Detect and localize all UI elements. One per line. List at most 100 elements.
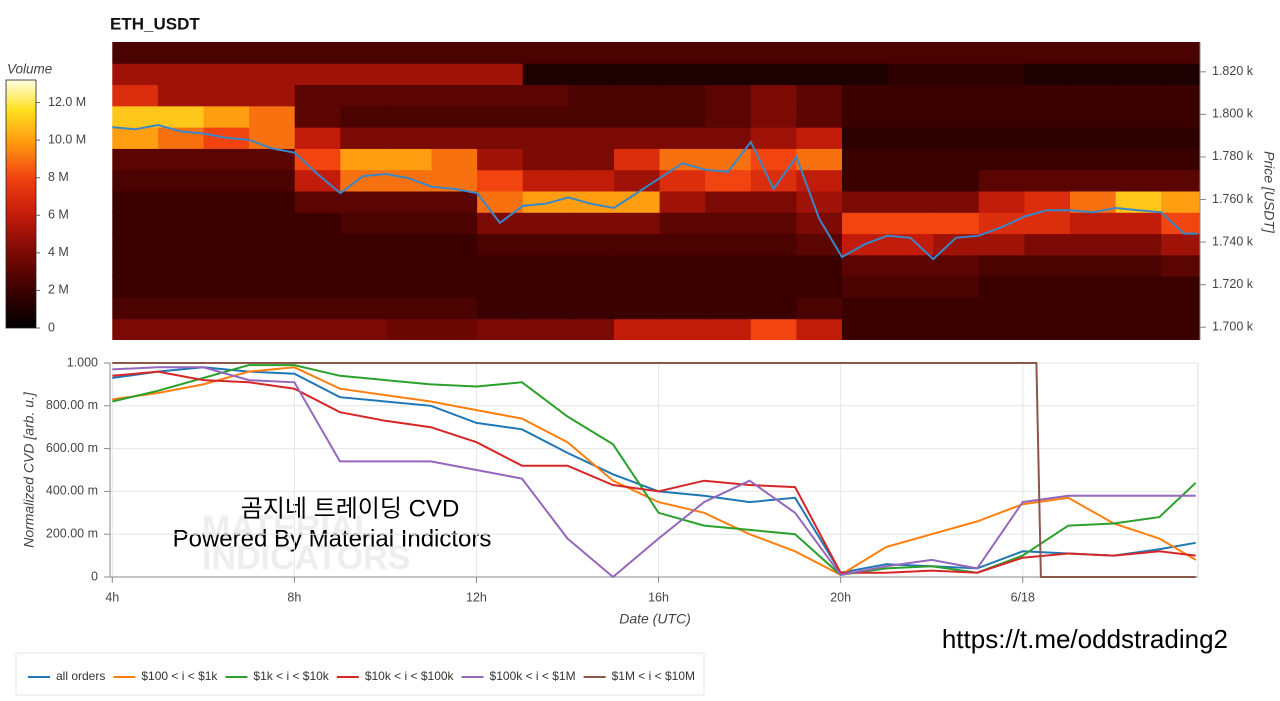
heatmap-cell: [157, 63, 204, 86]
heatmap-cell: [477, 254, 524, 277]
heatmap-cell: [477, 127, 524, 149]
heatmap-cell: [1161, 148, 1200, 171]
heatmap-cell: [477, 42, 524, 64]
heatmap-cell: [613, 148, 661, 171]
heatmap-cell: [978, 127, 1025, 149]
heatmap-cell: [796, 84, 843, 107]
cvd-line: [112, 364, 1197, 576]
watermark: MATERIAL: [202, 509, 375, 547]
heatmap-cell: [568, 84, 615, 107]
heatmap-cell: [522, 84, 569, 107]
heatmap-cell: [1115, 63, 1162, 86]
heatmap-cell: [1161, 254, 1200, 277]
heatmap-cell: [431, 63, 478, 86]
heatmap-cell: [705, 297, 752, 320]
heatmap-cell: [1070, 276, 1117, 298]
heatmap-cell: [568, 191, 615, 213]
heatmap: [112, 42, 1200, 340]
heatmap-cell: [933, 276, 980, 298]
heatmap-cell: [294, 105, 341, 128]
heatmap-cell: [1070, 42, 1117, 64]
heatmap-cell: [841, 212, 889, 235]
heatmap-cell: [294, 191, 341, 213]
y-tick-label: 600.00 m: [46, 441, 98, 455]
heatmap-cell: [1024, 105, 1071, 128]
heatmap-cell: [796, 63, 843, 86]
heatmap-cell: [705, 63, 752, 86]
heatmap-cell: [750, 233, 797, 256]
heatmap-cell: [1070, 105, 1117, 128]
heatmap-cell: [477, 148, 524, 171]
heatmap-cell: [385, 254, 433, 277]
heatmap-cell: [1161, 84, 1200, 107]
heatmap-cell: [978, 105, 1025, 128]
heatmap-cell: [294, 169, 341, 192]
y-tick-label: 1.700 k: [1212, 320, 1254, 334]
heatmap-cell: [796, 212, 843, 235]
heatmap-cell: [841, 84, 889, 107]
heatmap-cell: [705, 276, 752, 298]
heatmap-cell: [750, 212, 797, 235]
heatmap-cell: [568, 105, 615, 128]
heatmap-cell: [796, 105, 843, 128]
heatmap-cell: [157, 276, 204, 298]
heatmap-cell: [249, 233, 296, 256]
heatmap-cell: [978, 84, 1025, 107]
heatmap-cell: [249, 42, 296, 64]
heatmap-cell: [1024, 63, 1071, 86]
heatmap-cell: [796, 127, 843, 149]
heatmap-cell: [750, 105, 797, 128]
heatmap-cell: [933, 148, 980, 171]
heatmap-cell: [340, 254, 387, 277]
heatmap-cell: [157, 105, 204, 128]
colorbar-tick-label: 10.0 M: [48, 132, 86, 146]
heatmap-cell: [431, 233, 478, 256]
heatmap-cell: [750, 254, 797, 277]
heatmap-cell: [841, 191, 889, 213]
heatmap-cell: [340, 212, 387, 235]
heatmap-cell: [157, 191, 204, 213]
heatmap-cell: [796, 191, 843, 213]
heatmap-cell: [978, 212, 1025, 235]
heatmap-cell: [385, 212, 433, 235]
legend-label: all orders: [56, 669, 105, 683]
x-tick-label: 6/18: [1011, 590, 1035, 604]
heatmap-cell: [385, 191, 433, 213]
heatmap-cell: [340, 233, 387, 256]
heatmap-cell: [568, 127, 615, 149]
heatmap-cell: [477, 318, 524, 340]
heatmap-cell: [1115, 318, 1162, 340]
legend: [15, 652, 705, 696]
heatmap-cell: [841, 297, 889, 320]
colorbar-tick-label: 12.0 M: [48, 95, 86, 109]
heatmap-cell: [705, 191, 752, 213]
heatmap-cell: [933, 127, 980, 149]
heatmap-cell: [1024, 212, 1071, 235]
heatmap-cell: [157, 318, 204, 340]
heatmap-cell: [1161, 105, 1200, 128]
heatmap-cell: [978, 148, 1025, 171]
heatmap-cell: [340, 42, 387, 64]
heatmap-cell: [705, 212, 752, 235]
heatmap-cell: [750, 191, 797, 213]
heatmap-cell: [705, 42, 752, 64]
heatmap-cell: [157, 233, 204, 256]
colorbar-tick-label: 2 M: [48, 283, 69, 297]
heatmap-cell: [385, 233, 433, 256]
heatmap-cell: [705, 254, 752, 277]
heatmap-cell: [933, 318, 980, 340]
heatmap-cell: [841, 105, 889, 128]
heatmap-cell: [1115, 84, 1162, 107]
y-tick-label: 1.720 k: [1212, 277, 1254, 291]
heatmap-cell: [249, 318, 296, 340]
heatmap-cell: [385, 63, 433, 86]
heatmap-cell: [157, 84, 204, 107]
heatmap-cell: [887, 318, 934, 340]
heatmap-cell: [249, 297, 296, 320]
colorbar-tick-label: 0: [48, 320, 55, 334]
y-tick-label: 800.00 m: [46, 398, 98, 412]
heatmap-cell: [340, 276, 387, 298]
heatmap-cell: [659, 276, 706, 298]
heatmap-cell: [613, 233, 661, 256]
heatmap-cell: [613, 297, 661, 320]
